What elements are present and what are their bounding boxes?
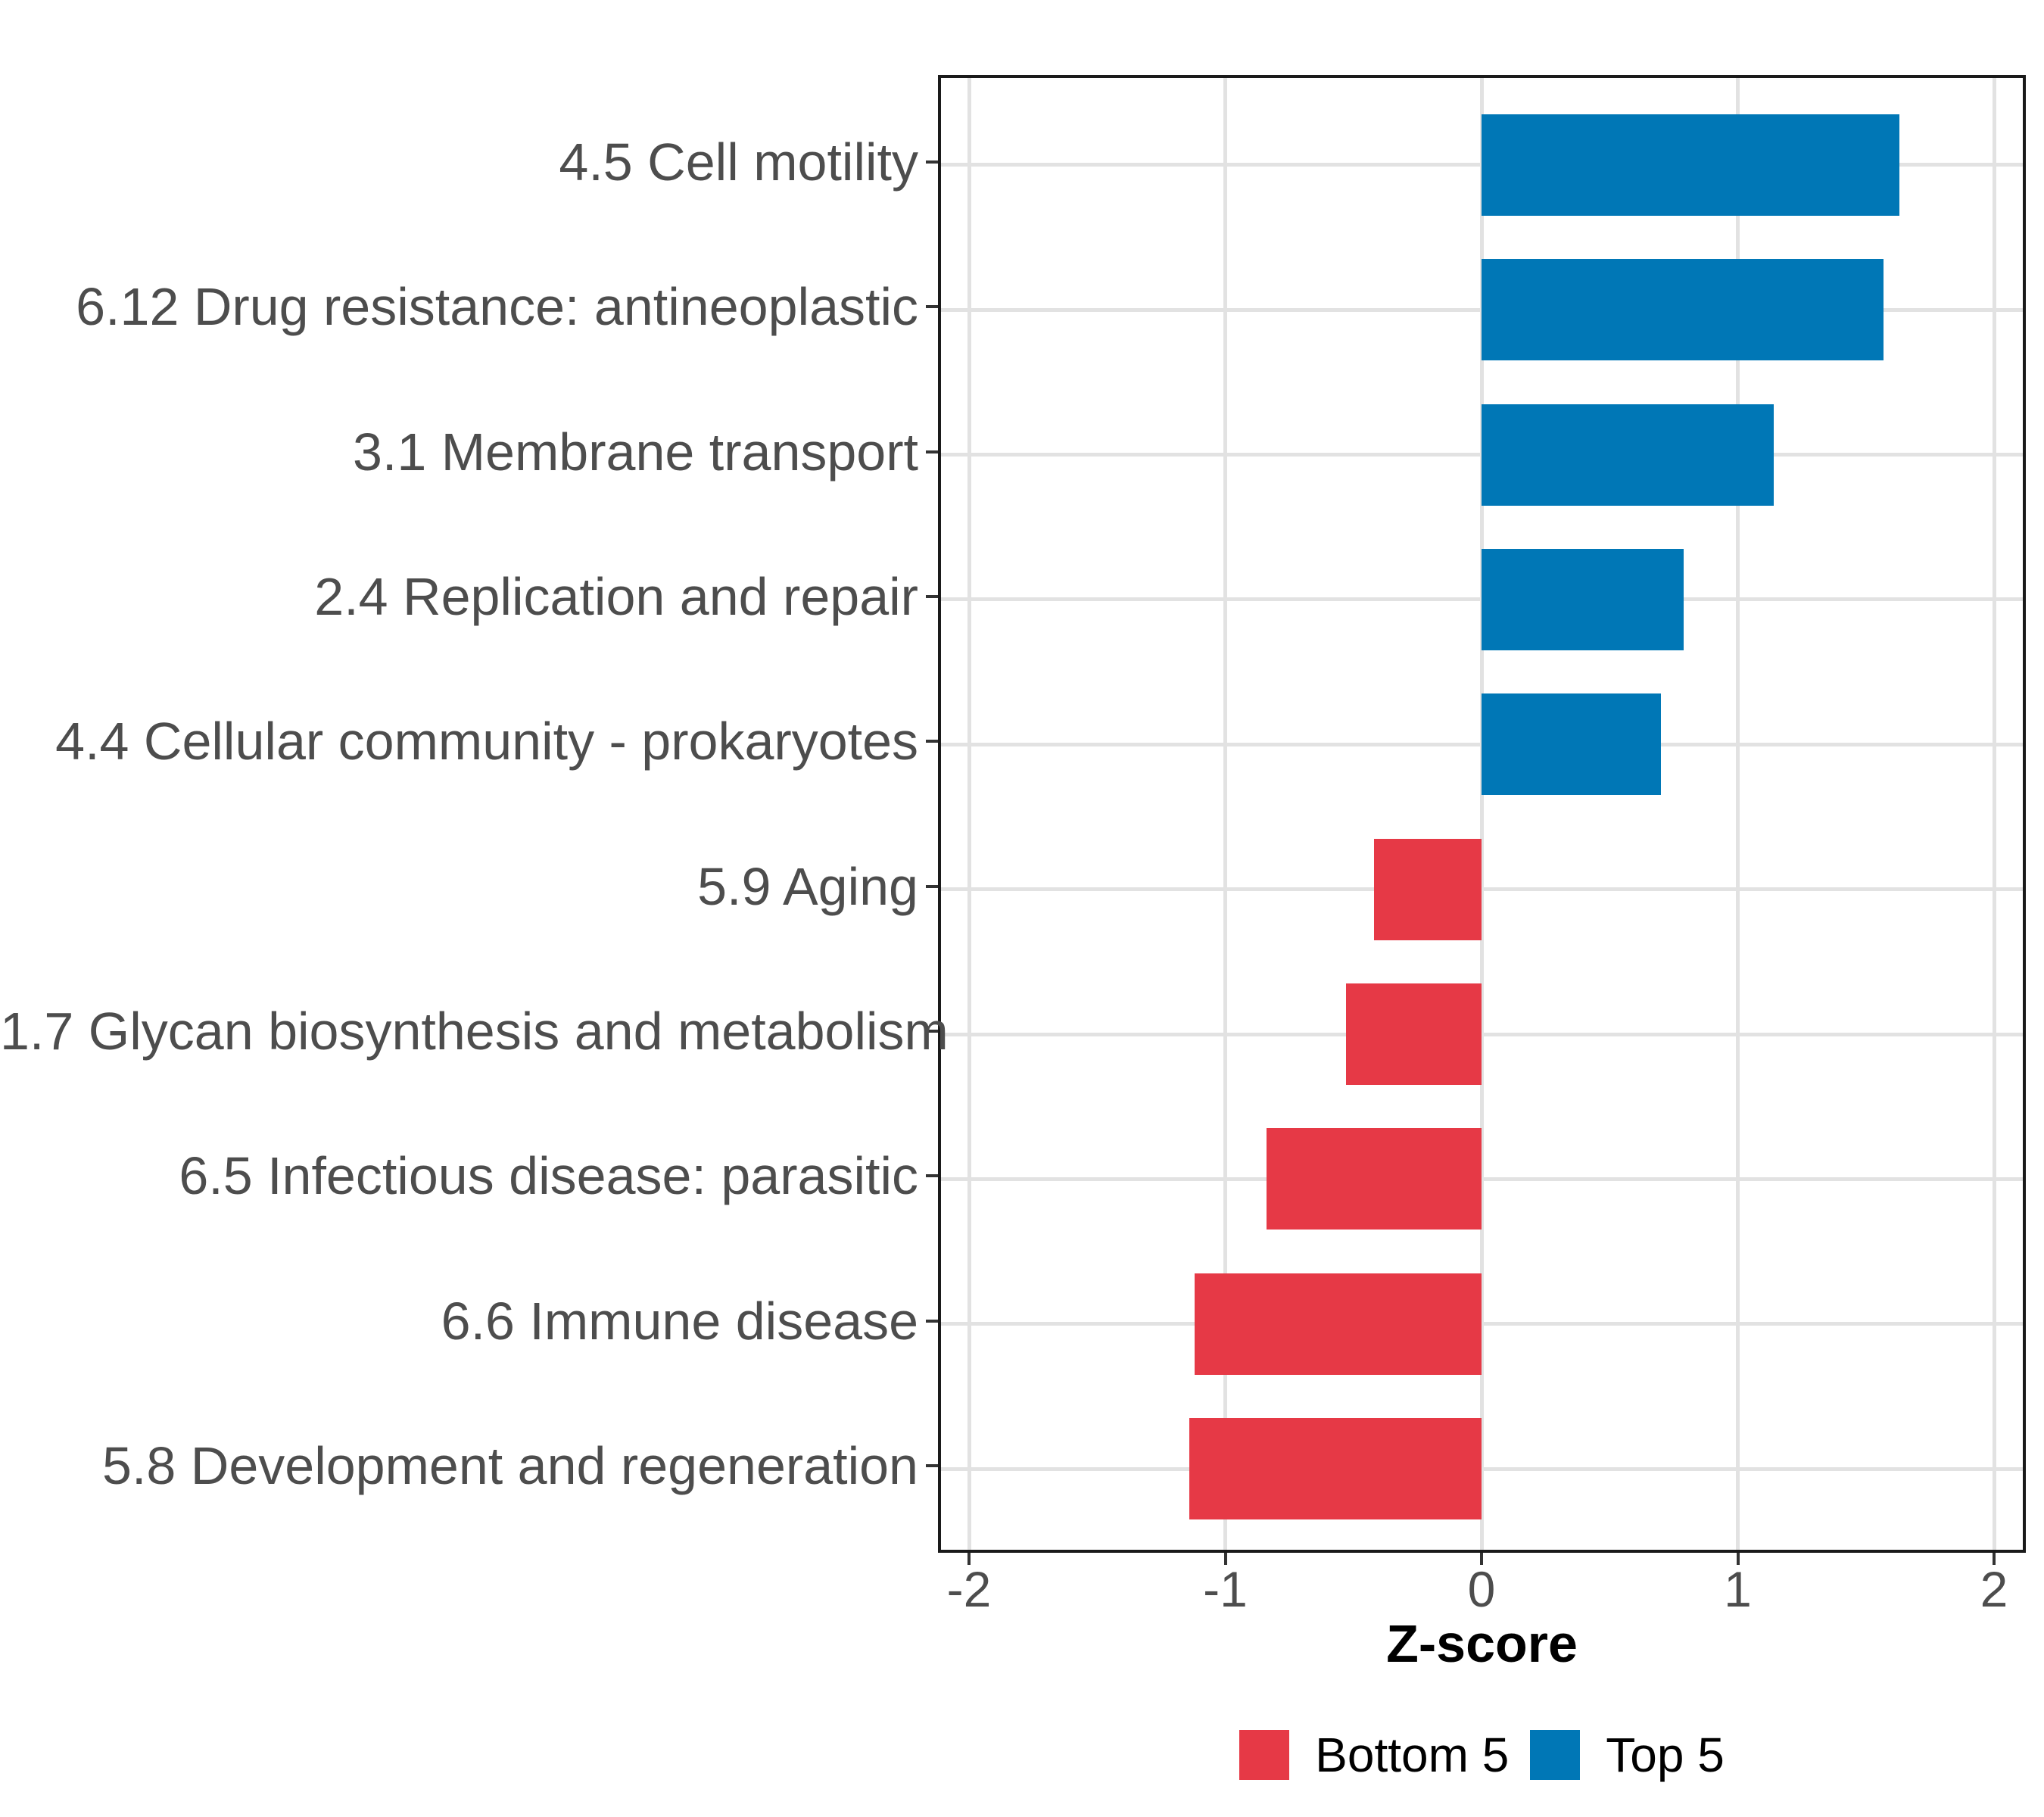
y-tick-mark bbox=[926, 450, 938, 453]
y-tick-mark bbox=[926, 305, 938, 309]
bar-top-row-2 bbox=[1482, 259, 1884, 361]
legend-swatch-bottom-5 bbox=[1239, 1730, 1290, 1780]
y-axis-label: 6.6 Immune disease bbox=[441, 1291, 918, 1351]
y-axis-label: 5.8 Development and regeneration bbox=[102, 1436, 918, 1496]
x-tick-mark bbox=[1736, 1553, 1740, 1565]
bar-top-row-4 bbox=[1482, 548, 1684, 650]
bar-bottom-row-9 bbox=[1194, 1273, 1482, 1375]
legend-label: Bottom 5 bbox=[1315, 1728, 1510, 1782]
plot-panel bbox=[938, 75, 2026, 1553]
x-tick-mark bbox=[967, 1553, 971, 1565]
x-tick-mark bbox=[1480, 1553, 1483, 1565]
legend: Bottom 5 Top 5 bbox=[938, 1728, 2026, 1781]
x-tick-label: -2 bbox=[946, 1561, 992, 1617]
y-tick-mark bbox=[926, 884, 938, 888]
v-gridline bbox=[1223, 78, 1227, 1550]
bar-top-row-3 bbox=[1482, 404, 1774, 506]
bar-bottom-row-10 bbox=[1189, 1418, 1482, 1520]
legend-swatch-top-5 bbox=[1530, 1730, 1581, 1780]
y-axis-label: 6.5 Infectious disease: parasitic bbox=[179, 1146, 918, 1206]
v-gridline bbox=[967, 78, 971, 1550]
y-tick-mark bbox=[926, 1030, 938, 1033]
y-axis-label: 1.7 Glycan biosynthesis and metabolism bbox=[0, 1002, 949, 1061]
x-tick-label: 0 bbox=[1467, 1561, 1496, 1617]
bar-bottom-row-7 bbox=[1345, 983, 1482, 1086]
bar-bottom-row-6 bbox=[1373, 838, 1482, 940]
x-tick-mark bbox=[1993, 1553, 1996, 1565]
x-tick-label: 1 bbox=[1724, 1561, 1752, 1617]
x-tick-mark bbox=[1223, 1553, 1227, 1565]
x-axis-title: Z-score bbox=[1386, 1614, 1578, 1673]
v-gridline bbox=[1479, 78, 1484, 1550]
y-axis-label: 4.5 Cell motility bbox=[559, 132, 918, 192]
y-tick-mark bbox=[926, 160, 938, 164]
v-gridline bbox=[1736, 78, 1740, 1550]
x-tick-label: -1 bbox=[1203, 1561, 1248, 1617]
y-axis-label: 2.4 Replication and repair bbox=[314, 566, 918, 626]
v-gridline bbox=[1992, 78, 1996, 1550]
y-tick-mark bbox=[926, 594, 938, 598]
legend-label: Top 5 bbox=[1606, 1728, 1725, 1782]
x-tick-label: 2 bbox=[1980, 1561, 2008, 1617]
y-axis-label: 4.4 Cellular community - prokaryotes bbox=[55, 712, 918, 771]
bar-bottom-row-8 bbox=[1266, 1128, 1482, 1230]
bar-top-row-5 bbox=[1482, 693, 1661, 796]
y-axis-label: 3.1 Membrane transport bbox=[352, 422, 918, 482]
bar-top-row-1 bbox=[1482, 114, 1899, 216]
legend-item: Bottom 5 bbox=[1239, 1730, 1509, 1780]
y-tick-mark bbox=[926, 1319, 938, 1323]
y-axis-label: 6.12 Drug resistance: antineoplastic bbox=[76, 277, 918, 337]
legend-item: Top 5 bbox=[1530, 1730, 1725, 1780]
y-tick-mark bbox=[926, 1174, 938, 1178]
y-axis-label: 5.9 Aging bbox=[697, 856, 918, 916]
y-tick-mark bbox=[926, 1464, 938, 1468]
y-tick-mark bbox=[926, 740, 938, 743]
